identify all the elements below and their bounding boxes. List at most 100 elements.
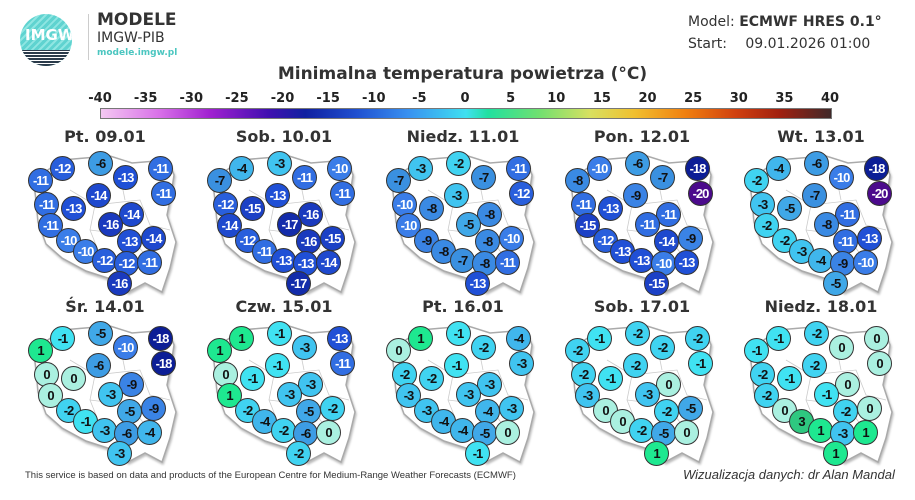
station-temperature-marker: -15 — [575, 213, 600, 238]
station-temperature-marker: -15 — [240, 196, 265, 221]
legend-tick-label: 5 — [506, 91, 516, 106]
station-temperature-marker: -15 — [320, 226, 345, 251]
station-temperature-marker: -12 — [509, 181, 534, 206]
station-temperature-marker: -10 — [853, 250, 878, 275]
station-temperature-marker: -16 — [298, 202, 323, 227]
station-temperature-marker: -11 — [137, 250, 162, 275]
station-temperature-marker: -14 — [141, 226, 166, 251]
station-temperature-marker: -2 — [744, 168, 769, 193]
station-temperature-marker: -10 — [499, 226, 524, 251]
station-temperature-marker: -11 — [835, 202, 860, 227]
station-temperature-marker: -1 — [265, 353, 290, 378]
legend-tick-label: -5 — [412, 91, 427, 106]
station-temperature-marker: 0 — [674, 420, 699, 445]
model-value: ECMWF HRES 0.1° — [739, 14, 882, 30]
station-temperature-marker: -1 — [50, 326, 75, 351]
station-temperature-marker: -11 — [330, 351, 355, 376]
station-temperature-marker: -7 — [386, 168, 411, 193]
station-temperature-marker: -3 — [499, 396, 524, 421]
station-temperature-marker: 0 — [316, 420, 341, 445]
station-temperature-marker: 1 — [217, 383, 242, 408]
station-temperature-marker: -2 — [802, 353, 827, 378]
legend-tick-label: 40 — [820, 91, 840, 106]
station-temperature-marker: -13 — [674, 250, 699, 275]
station-temperature-marker: -1 — [598, 366, 623, 391]
station-temperature-marker: -2 — [623, 353, 648, 378]
station-temperature-marker: -1 — [267, 321, 292, 346]
legend-tick-label: -25 — [225, 91, 249, 106]
map-date-title: Pon. 12.01 — [593, 127, 691, 146]
station-temperature-marker: 0 — [857, 396, 882, 421]
station-temperature-marker: 1 — [28, 338, 53, 363]
station-temperature-marker: -4 — [475, 399, 500, 424]
station-temperature-marker: -11 — [330, 181, 355, 206]
brand-title: MODELE — [97, 10, 177, 30]
station-temperature-marker: -13 — [61, 196, 86, 221]
station-temperature-marker: -14 — [86, 183, 111, 208]
station-temperature-marker: -20 — [688, 181, 713, 206]
map-date-title: Śr. 14.01 — [65, 297, 145, 316]
legend-tick-label: 10 — [547, 91, 566, 106]
station-temperature-marker: -4 — [229, 156, 254, 181]
map-date-title: Niedz. 11.01 — [406, 127, 520, 146]
station-temperature-marker: -3 — [509, 351, 534, 376]
station-temperature-marker: 0 — [864, 326, 889, 351]
station-temperature-marker: -2 — [446, 151, 471, 176]
station-temperature-marker: -1 — [446, 321, 471, 346]
station-temperature-marker: 1 — [207, 338, 232, 363]
station-temperature-marker: -4 — [766, 156, 791, 181]
station-temperature-marker: -3 — [477, 372, 502, 397]
map-date-title: Pt. 16.01 — [422, 297, 504, 316]
legend-tick-label: 30 — [729, 91, 748, 106]
station-temperature-marker: -10 — [829, 165, 854, 190]
map-date-title: Sob. 17.01 — [593, 297, 691, 316]
station-temperature-marker: -17 — [286, 271, 311, 296]
station-temperature-marker: -11 — [506, 156, 531, 181]
station-temperature-marker: -2 — [320, 396, 345, 421]
station-temperature-marker: -18 — [148, 326, 173, 351]
brand-subtitle: IMGW-PIB — [97, 30, 165, 46]
station-temperature-marker: -2 — [650, 335, 675, 360]
station-temperature-marker: -2 — [629, 418, 654, 443]
station-temperature-marker: 0 — [656, 372, 681, 397]
station-temperature-marker: -4 — [506, 326, 531, 351]
legend-tick-label: -30 — [179, 91, 204, 106]
station-temperature-marker: -2 — [419, 366, 444, 391]
brand-url[interactable]: modele.imgw.pl — [97, 48, 178, 58]
station-temperature-marker: -7 — [650, 165, 675, 190]
station-temperature-marker: -12 — [213, 192, 238, 217]
station-temperature-marker: -10 — [587, 156, 612, 181]
map-date-title: Wt. 13.01 — [777, 127, 865, 146]
station-temperature-marker: -3 — [635, 382, 660, 407]
start-value: 09.01.2026 01:00 — [745, 36, 871, 52]
logo-text: IMGW — [25, 26, 72, 44]
map-date-title: Pt. 09.01 — [64, 127, 146, 146]
station-temperature-marker: -16 — [107, 271, 132, 296]
start-info: Start: 09.01.2026 01:00 — [688, 36, 870, 52]
station-temperature-marker: 1 — [808, 418, 833, 443]
station-temperature-marker: -3 — [92, 418, 117, 443]
station-temperature-marker: -1 — [777, 366, 802, 391]
station-temperature-marker: -2 — [833, 399, 858, 424]
station-temperature-marker: -9 — [414, 228, 439, 253]
station-temperature-marker: -9 — [678, 226, 703, 251]
station-temperature-marker: 0 — [495, 420, 520, 445]
station-temperature-marker: -4 — [137, 420, 162, 445]
station-temperature-marker: -2 — [804, 321, 829, 346]
station-temperature-marker: -13 — [117, 229, 142, 254]
station-temperature-marker: -6 — [86, 353, 111, 378]
station-temperature-marker: -9 — [623, 183, 648, 208]
start-label: Start: — [688, 36, 727, 52]
station-temperature-marker: 1 — [853, 420, 878, 445]
legend-tick-label: -40 — [88, 91, 112, 106]
station-temperature-marker: -13 — [629, 248, 654, 273]
station-temperature-marker: -1 — [444, 353, 469, 378]
station-temperature-marker: -12 — [50, 156, 75, 181]
station-temperature-marker: -5 — [117, 399, 142, 424]
station-temperature-marker: -9 — [141, 396, 166, 421]
station-temperature-marker: -14 — [654, 229, 679, 254]
station-temperature-marker: -11 — [833, 229, 858, 254]
station-temperature-marker: -4 — [808, 248, 833, 273]
station-temperature-marker: 1 — [644, 441, 669, 466]
